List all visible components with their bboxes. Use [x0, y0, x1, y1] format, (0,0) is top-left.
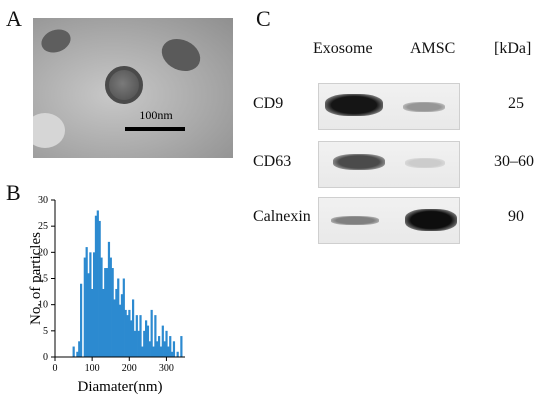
column-header-exosome: Exosome [313, 40, 373, 57]
band-calnexin-amsc [405, 209, 457, 231]
y-tick-label: 10 [38, 300, 48, 311]
x-tick-label: 300 [159, 363, 174, 374]
panel-c-label: C [256, 6, 271, 31]
histogram-bar [180, 336, 183, 357]
histogram-bar [72, 346, 75, 357]
kda-value-cd63: 30–60 [494, 153, 534, 170]
band-cd9-amsc [403, 102, 445, 112]
histogram-bar [141, 346, 144, 357]
histogram-bar [80, 283, 83, 357]
y-tick-label: 15 [38, 274, 48, 285]
histogram-bar [146, 325, 150, 357]
column-header-amsc: AMSC [410, 40, 456, 57]
histogram-bar [171, 351, 174, 357]
x-tick-label: 0 [53, 363, 58, 374]
histogram-bar [154, 315, 157, 357]
histogram-bar [137, 330, 140, 357]
scale-bar [125, 127, 185, 131]
band-cd63-exosome [333, 154, 385, 170]
em-bright-area [33, 113, 65, 148]
histogram-bar [150, 309, 153, 357]
histogram-bar [167, 346, 170, 357]
histogram-bar [107, 241, 111, 357]
histogram-bar [96, 210, 99, 357]
x-tick-label: 200 [122, 363, 137, 374]
histogram-bar [98, 220, 101, 357]
histogram-bar [120, 294, 124, 357]
histogram-bar [172, 341, 176, 357]
histogram-bar [100, 257, 103, 357]
y-tick-label: 30 [38, 195, 48, 206]
em-particle [38, 25, 74, 57]
y-tick-label: 25 [38, 221, 48, 232]
em-particle [156, 32, 206, 78]
scale-bar-label: 100nm [139, 108, 173, 122]
histogram-bar [152, 346, 155, 357]
histogram-bar [102, 288, 105, 357]
histogram-bar [148, 341, 151, 357]
histogram-bar [161, 325, 164, 357]
band-cd9-exosome [325, 94, 383, 116]
kda-value-cd9: 25 [508, 95, 524, 112]
histogram-bar [89, 252, 92, 357]
histogram-bar [93, 252, 96, 357]
y-axis-label: No. of particles [28, 232, 44, 325]
histogram-bar [135, 315, 138, 357]
histogram-bar [94, 215, 98, 357]
histogram-bar [117, 278, 120, 357]
histogram-bar [104, 268, 107, 357]
histogram-bar [132, 299, 135, 357]
y-tick-label: 0 [43, 352, 48, 363]
histogram-bar [158, 336, 161, 357]
x-axis-label: Diamater(nm) [78, 379, 163, 395]
protein-label-cd9: CD9 [253, 95, 284, 112]
band-cd63-amsc [405, 158, 445, 168]
histogram-bar [128, 309, 131, 357]
histogram-bar [83, 257, 86, 357]
histogram-bar [124, 309, 127, 357]
y-tick-label: 20 [38, 247, 48, 258]
histogram-bar [109, 257, 112, 357]
histogram-bar [130, 320, 133, 357]
histogram-bar [176, 351, 179, 357]
exosome-vesicle [105, 66, 143, 104]
histogram-bar [126, 315, 129, 357]
histogram-bar [145, 320, 148, 357]
histogram-bar [78, 341, 81, 357]
panel-a-label: A [6, 6, 22, 31]
histogram-bar [91, 288, 94, 357]
histogram-bar [122, 278, 125, 357]
histogram-bar [113, 299, 116, 357]
kda-header: [kDa] [494, 40, 532, 57]
histogram-bar [115, 288, 118, 357]
histogram-bar [119, 304, 122, 357]
histogram-bar [133, 330, 137, 357]
histogram-bar [159, 346, 163, 357]
protein-label-cd63: CD63 [253, 153, 292, 170]
blot-strip-calnexin [318, 197, 460, 244]
histogram-bar [143, 330, 146, 357]
y-tick-label: 5 [43, 326, 48, 337]
band-calnexin-exosome [331, 216, 379, 225]
histogram-bar [106, 268, 109, 357]
panel-b-label: B [6, 180, 21, 205]
histogram-bar [85, 247, 88, 357]
x-tick-label: 100 [85, 363, 100, 374]
kda-value-calnexin: 90 [508, 208, 524, 225]
histogram-bar [169, 336, 172, 357]
histogram-bar [76, 351, 79, 357]
histogram-bar [156, 341, 159, 357]
tem-micrograph [33, 18, 233, 158]
histogram-bar [163, 341, 166, 357]
blot-strip-cd63 [318, 141, 460, 188]
protein-label-calnexin: Calnexin [253, 208, 311, 225]
blot-strip-cd9 [318, 83, 460, 130]
histogram-bar [111, 268, 114, 357]
histogram-bar [165, 330, 168, 357]
histogram-bar [87, 273, 90, 357]
histogram-bar [139, 315, 142, 357]
